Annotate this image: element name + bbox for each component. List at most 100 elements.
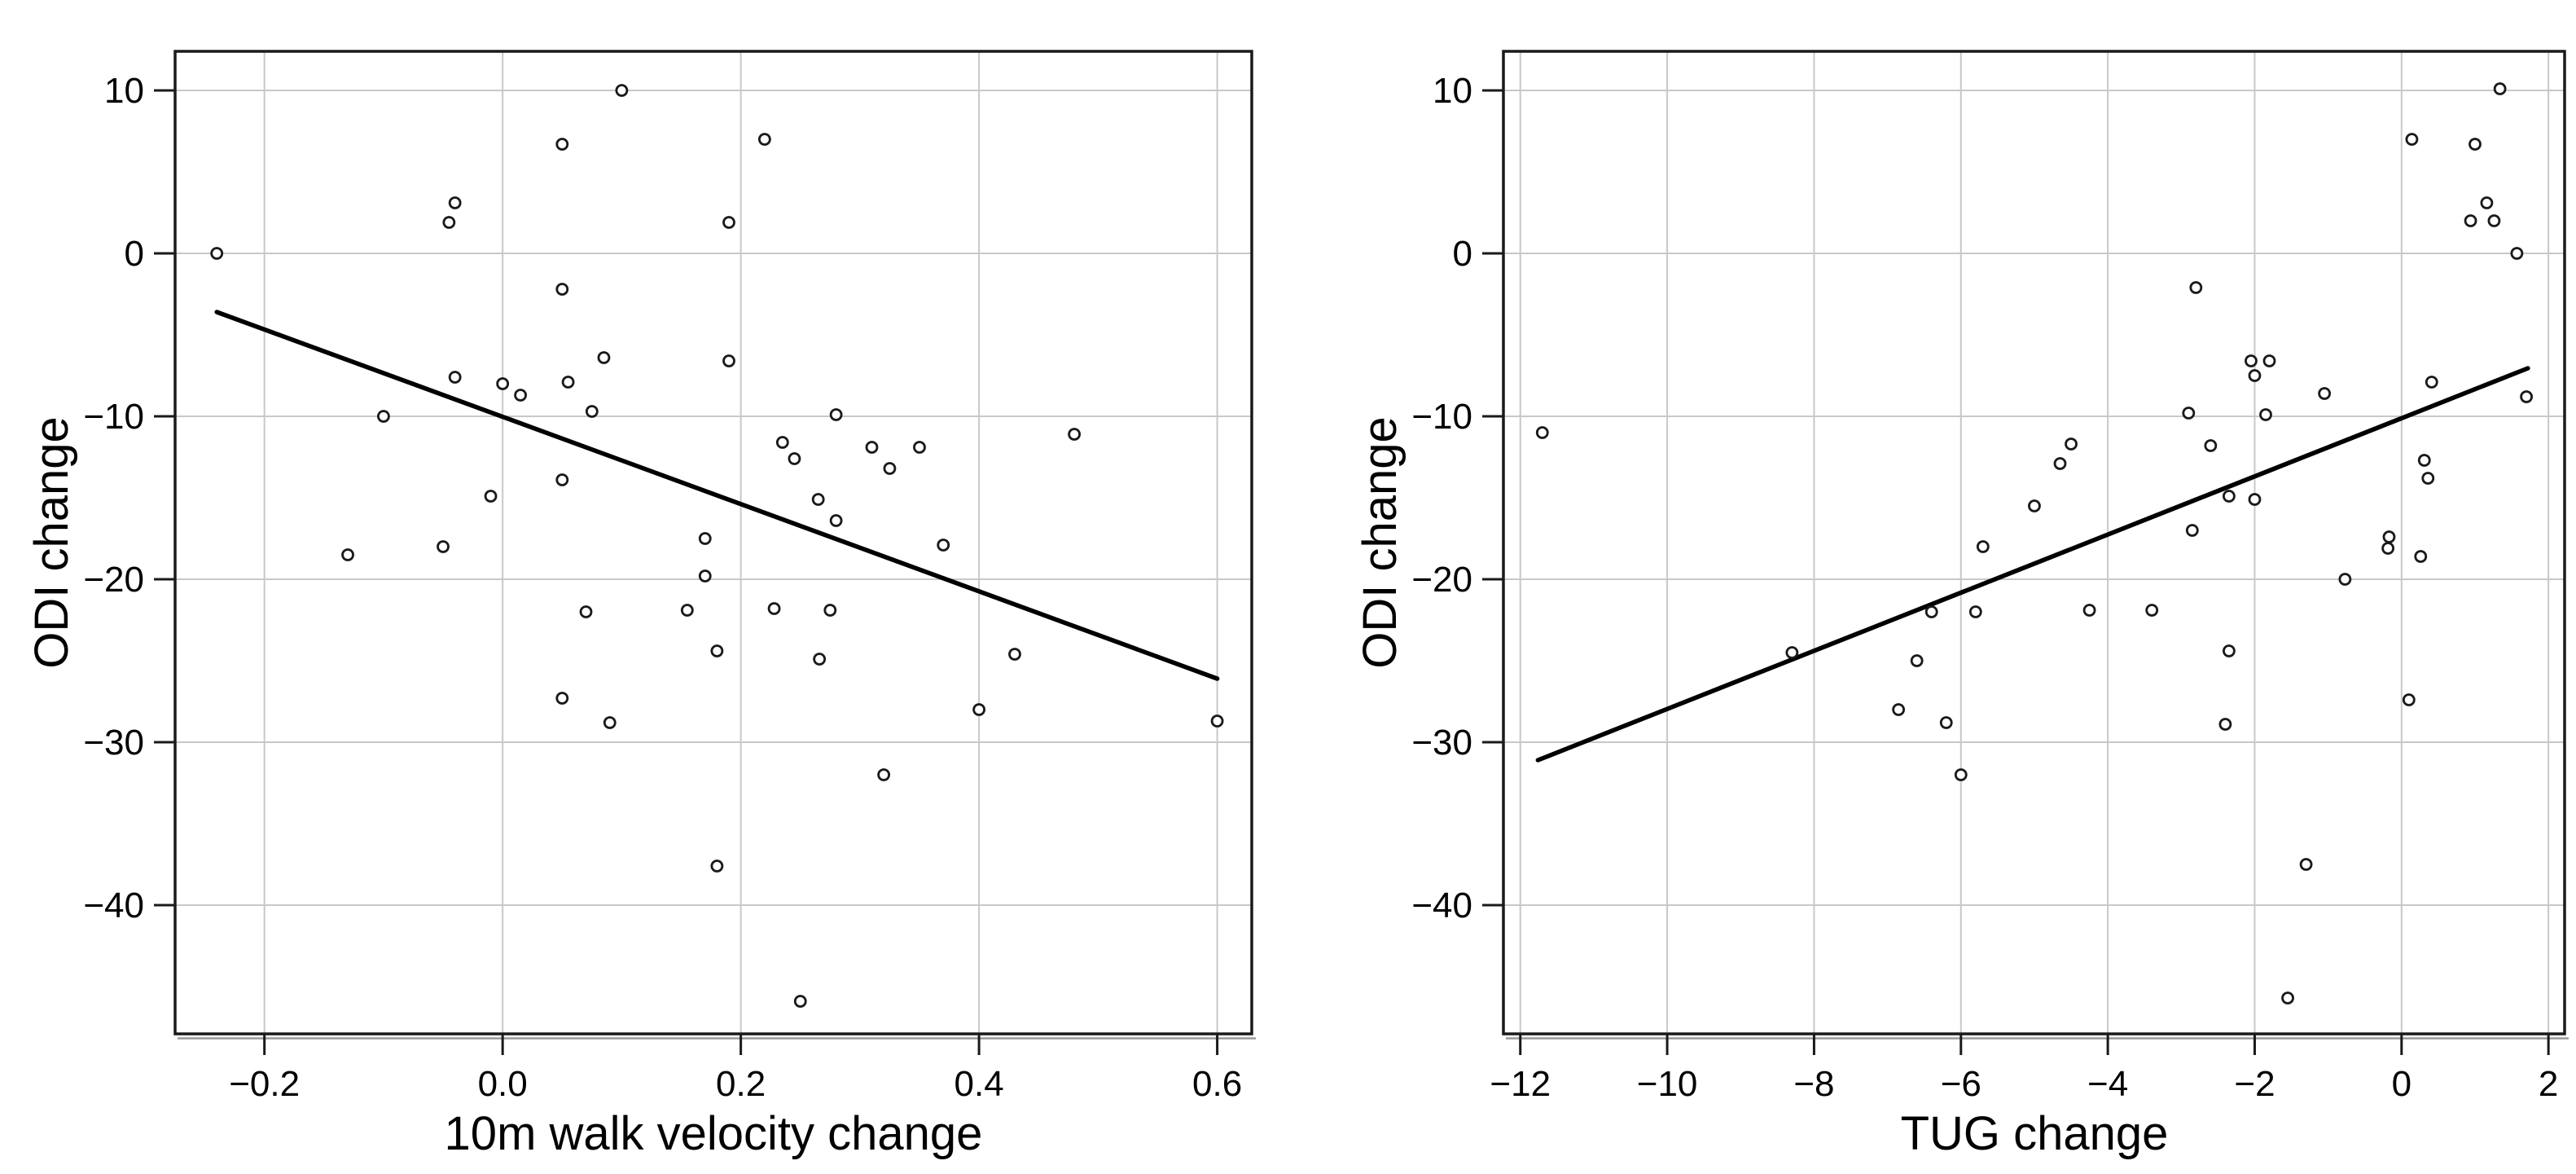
- data-point: [2245, 354, 2258, 367]
- data-point: [1210, 715, 1224, 728]
- data-point: [823, 604, 837, 617]
- y-tick-label: −40: [83, 886, 144, 926]
- data-point: [555, 692, 569, 705]
- y-tick-label: −20: [1411, 560, 1472, 600]
- data-point: [2248, 369, 2262, 382]
- data-point: [514, 389, 527, 402]
- data-point: [555, 138, 569, 151]
- data-point: [1785, 646, 1799, 659]
- data-point: [2299, 858, 2313, 871]
- data-point: [2281, 992, 2294, 1005]
- data-point: [448, 371, 462, 384]
- data-point: [2464, 214, 2477, 227]
- data-point: [1068, 428, 1082, 441]
- data-point: [775, 436, 789, 449]
- data-point: [913, 441, 926, 454]
- data-point: [437, 540, 450, 553]
- data-point: [877, 768, 891, 781]
- data-point: [722, 354, 735, 367]
- data-point: [2082, 604, 2096, 617]
- data-point: [2425, 376, 2438, 389]
- data-point: [615, 84, 629, 97]
- data-point: [757, 133, 771, 146]
- data-point: [1976, 540, 1990, 553]
- data-point: [680, 604, 694, 617]
- data-point: [341, 548, 354, 561]
- x-tick-label: −10: [1637, 1064, 1698, 1104]
- data-point: [1939, 716, 1953, 729]
- y-tick-label: −10: [83, 397, 144, 437]
- data-point: [2493, 82, 2507, 95]
- data-point: [377, 410, 390, 423]
- data-point: [793, 995, 807, 1008]
- x-tick-label: 2: [2539, 1064, 2558, 1104]
- x-tick-label: 0.0: [478, 1064, 528, 1104]
- data-point: [2189, 281, 2203, 294]
- data-point: [2402, 693, 2416, 706]
- x-tick-label: 0.4: [954, 1064, 1004, 1104]
- data-point: [1008, 648, 1021, 661]
- x-tick-label: 0.6: [1192, 1064, 1242, 1104]
- data-point: [2028, 499, 2041, 512]
- data-point: [710, 644, 724, 657]
- y-tick-label: 10: [1433, 71, 1472, 111]
- data-point: [2218, 718, 2232, 731]
- y-tick-label: −30: [83, 723, 144, 763]
- data-point: [829, 514, 843, 527]
- data-point: [883, 462, 897, 475]
- data-point: [972, 703, 986, 716]
- data-point: [2381, 542, 2395, 555]
- data-point: [1535, 426, 1549, 439]
- data-point: [2520, 390, 2534, 403]
- plot-frame: [173, 50, 1253, 1035]
- data-point: [2414, 550, 2428, 563]
- data-point: [2262, 354, 2276, 367]
- data-point: [555, 473, 569, 486]
- data-point: [2487, 214, 2501, 227]
- data-point: [2223, 490, 2236, 503]
- y-tick-label: −30: [1411, 723, 1472, 763]
- data-point: [210, 247, 224, 260]
- x-tick-label: 0.2: [716, 1064, 766, 1104]
- x-tick-label: −6: [1941, 1064, 1981, 1104]
- data-point: [698, 532, 712, 545]
- data-point: [2185, 524, 2199, 537]
- data-point: [710, 860, 724, 873]
- data-point: [1910, 654, 1924, 667]
- x-tick-label: 0: [2392, 1064, 2411, 1104]
- data-point: [2417, 454, 2431, 467]
- data-point: [484, 490, 498, 503]
- y-tick-label: −10: [1411, 397, 1472, 437]
- trend-line: [1535, 366, 2530, 763]
- data-point: [2053, 457, 2067, 470]
- data-point: [722, 216, 735, 229]
- data-point: [555, 283, 569, 296]
- data-point: [2480, 196, 2494, 209]
- y-tick-label: 10: [104, 71, 144, 111]
- data-point: [1968, 605, 1982, 618]
- data-point: [603, 716, 617, 729]
- data-point: [2382, 530, 2396, 543]
- data-point: [579, 605, 593, 618]
- x-tick-label: −12: [1490, 1064, 1551, 1104]
- data-point: [561, 376, 575, 389]
- y-axis-title-right: ODI change: [1354, 416, 1406, 669]
- data-point: [1892, 703, 1906, 716]
- x-axis-title-right: TUG change: [1900, 1107, 2169, 1160]
- data-point: [496, 377, 510, 390]
- data-point: [597, 351, 611, 364]
- data-point: [2223, 644, 2236, 657]
- data-point: [767, 602, 781, 615]
- data-point: [2248, 493, 2262, 506]
- x-tick-label: −4: [2087, 1064, 2128, 1104]
- x-tick-label: −0.2: [229, 1064, 300, 1104]
- x-tick-label: −2: [2234, 1064, 2275, 1104]
- data-point: [865, 441, 879, 454]
- data-point: [698, 569, 712, 583]
- data-point: [2421, 472, 2435, 485]
- data-point: [2065, 438, 2078, 451]
- y-tick-label: −20: [83, 560, 144, 600]
- x-axis-title-left: 10m walk velocity change: [444, 1107, 983, 1160]
